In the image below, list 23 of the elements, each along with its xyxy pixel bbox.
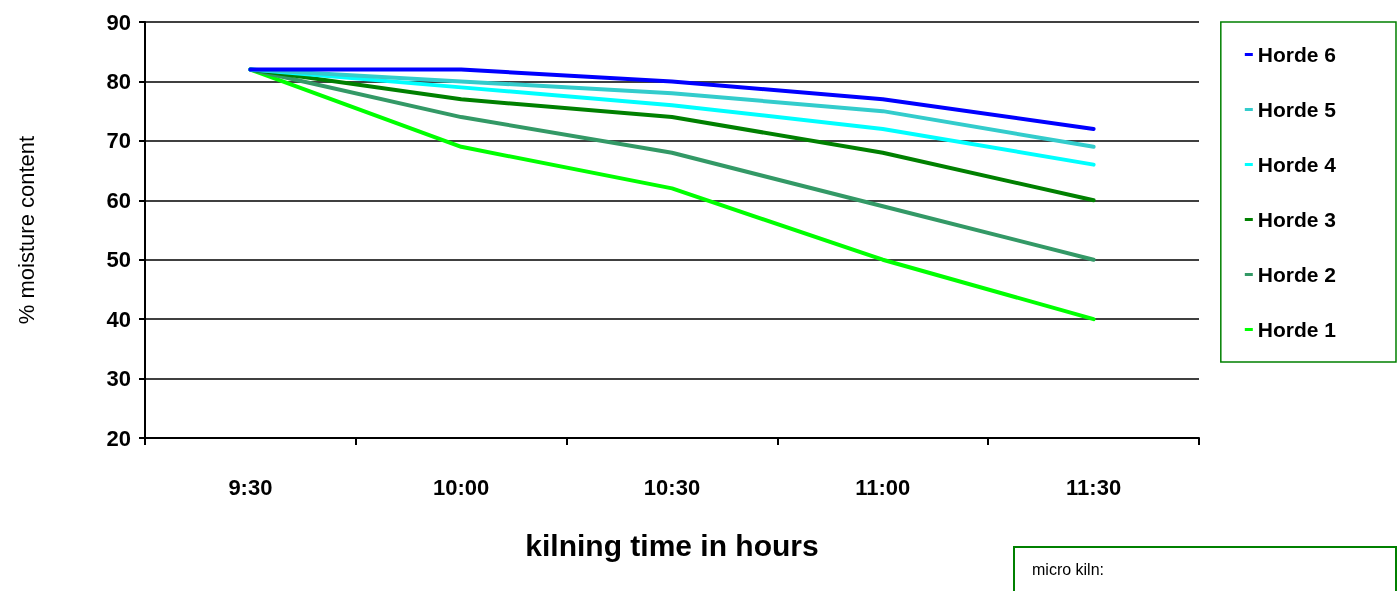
- legend-label: Horde 2: [1257, 263, 1336, 286]
- legend-label: Horde 1: [1257, 318, 1337, 341]
- y-tick-label: 40: [106, 306, 131, 332]
- y-tick-label: 70: [106, 128, 131, 154]
- legend-label: Horde 5: [1257, 98, 1337, 121]
- x-tick-label: 11:00: [855, 474, 911, 500]
- y-tick-label: 20: [106, 425, 131, 451]
- legend-label: Horde 6: [1257, 43, 1336, 66]
- y-tick-label: 80: [106, 68, 131, 94]
- legend-label: Horde 4: [1257, 153, 1337, 176]
- text: micro kiln:: [1032, 560, 1105, 578]
- legend-label: Horde 3: [1257, 208, 1336, 231]
- y-tick-label: 60: [106, 187, 131, 213]
- x-tick-label: 10:00: [433, 474, 490, 500]
- y-tick-label: 30: [106, 366, 131, 392]
- x-tick-label: 9:30: [228, 474, 273, 500]
- line-series: [248, 67, 1096, 131]
- x-tick-label: 10:30: [643, 474, 701, 500]
- y-axis-title: % moisture content: [13, 135, 39, 325]
- y-tick-label: 50: [106, 247, 131, 273]
- x-tick-label: 11:30: [1066, 474, 1122, 500]
- y-tick-label: 90: [106, 9, 131, 35]
- x-axis-title: kilning time in hours: [525, 528, 819, 562]
